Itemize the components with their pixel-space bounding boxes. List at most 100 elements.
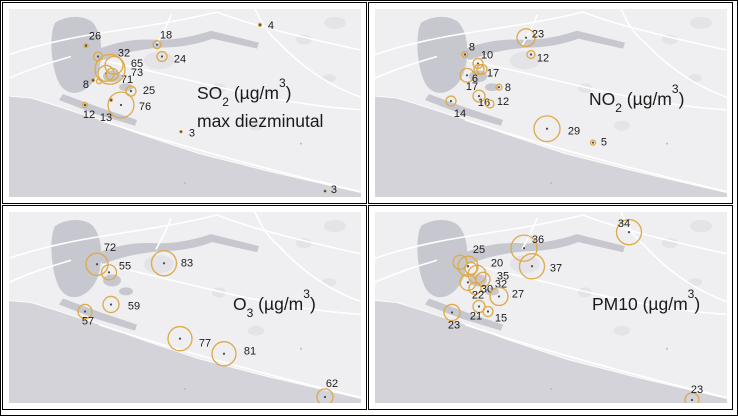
station-bubble bbox=[684, 392, 700, 403]
station-bubble bbox=[473, 63, 485, 75]
station-dot bbox=[524, 36, 528, 39]
station-bubble bbox=[482, 305, 494, 318]
pollutant-subscript: 2 bbox=[615, 101, 622, 116]
station-bubble bbox=[518, 253, 546, 280]
station-value-label: 62 bbox=[326, 378, 338, 390]
station-value-label: 35 bbox=[497, 270, 509, 282]
station-value-label: 30 bbox=[481, 283, 493, 295]
station-bubble bbox=[83, 42, 89, 49]
station-dot bbox=[530, 265, 534, 268]
station-value-label: 32 bbox=[118, 48, 130, 60]
station-bubble bbox=[472, 89, 486, 103]
station-value-label: 12 bbox=[537, 53, 549, 65]
station-value-label: 10 bbox=[481, 50, 493, 62]
panel-title-so2: SO2 (µg/m3) max diezminutal bbox=[197, 76, 323, 132]
unit-superscript: 3 bbox=[687, 287, 695, 301]
station-dot bbox=[529, 53, 533, 56]
station-bubble bbox=[489, 286, 509, 307]
station-bubble bbox=[90, 78, 96, 83]
station-value-label: 17 bbox=[466, 81, 478, 93]
pollutant-label: NO2 (µg/m3) bbox=[589, 82, 684, 116]
station-value-label: 59 bbox=[128, 300, 140, 312]
station-dot bbox=[155, 43, 159, 46]
panel-title-o3: O3 (µg/m3) bbox=[233, 287, 316, 321]
station-value-label: 73 bbox=[131, 67, 143, 79]
panel-no2: 23 8 10 12 17 6 17 8 16 12 14 29 5 NO2 (µg/m3) bbox=[368, 2, 733, 204]
map-no2: 23 8 10 12 17 6 17 8 16 12 14 29 5 NO2 (µg/m3) bbox=[375, 9, 727, 197]
station-bubble bbox=[468, 281, 482, 296]
station-value-label: 37 bbox=[550, 262, 562, 274]
station-bubble bbox=[107, 91, 135, 119]
station-dot bbox=[109, 98, 113, 102]
station-bubble bbox=[94, 53, 126, 85]
station-value-label: 3 bbox=[189, 128, 195, 140]
station-value-label: 27 bbox=[512, 288, 524, 300]
station-dot bbox=[162, 262, 166, 265]
unit-superscript: 3 bbox=[303, 287, 310, 301]
station-bubble bbox=[589, 139, 597, 146]
station-dot bbox=[323, 395, 327, 399]
station-bubble bbox=[443, 303, 461, 322]
station-value-label: 5 bbox=[601, 137, 607, 149]
station-dot bbox=[486, 310, 490, 313]
pollutant-label: O3 (µg/m3) bbox=[233, 287, 316, 321]
station-bubble bbox=[150, 250, 178, 277]
station-value-label: 23 bbox=[691, 384, 703, 396]
station-value-label: 65 bbox=[131, 58, 143, 70]
station-value-label: 22 bbox=[472, 289, 484, 301]
station-bubble bbox=[211, 341, 237, 367]
station-value-label: 77 bbox=[199, 338, 211, 350]
station-value-label: 81 bbox=[244, 346, 256, 358]
station-dot bbox=[160, 55, 164, 58]
station-value-label: 57 bbox=[82, 316, 94, 328]
station-dot bbox=[627, 230, 631, 234]
station-value-label: 6 bbox=[472, 73, 478, 85]
pollutant-name: PM10 bbox=[592, 293, 638, 314]
station-value-label: 16 bbox=[478, 97, 490, 109]
pollutant-name: SO bbox=[197, 82, 223, 103]
station-bubble bbox=[459, 67, 475, 83]
station-value-label: 34 bbox=[618, 218, 630, 230]
station-value-label: 25 bbox=[473, 244, 485, 256]
station-dot bbox=[497, 295, 501, 298]
station-value-label: 26 bbox=[89, 31, 101, 43]
station-dot bbox=[91, 79, 95, 82]
station-bubble bbox=[77, 303, 93, 320]
station-dot bbox=[465, 74, 469, 77]
unit-text: (µg/m bbox=[253, 293, 304, 314]
station-dot bbox=[450, 311, 454, 314]
unit-text: (µg/m bbox=[228, 82, 279, 103]
station-bubble bbox=[526, 49, 536, 60]
station-value-label: 8 bbox=[469, 42, 475, 54]
station-value-label: 12 bbox=[497, 96, 509, 108]
station-dot bbox=[178, 337, 182, 340]
station-dot bbox=[466, 281, 470, 284]
station-value-label: 3 bbox=[331, 184, 337, 196]
station-bubble bbox=[510, 234, 538, 262]
station-value-label: 71 bbox=[121, 74, 133, 86]
pollutant-name: NO bbox=[589, 88, 616, 109]
station-value-label: 24 bbox=[174, 53, 186, 65]
station-value-label: 20 bbox=[491, 257, 503, 269]
unit-close: ) bbox=[694, 293, 701, 314]
pollutant-subscript: 2 bbox=[222, 95, 229, 110]
station-value-label: 14 bbox=[454, 108, 466, 120]
station-bubble bbox=[461, 50, 469, 59]
station-bubble bbox=[105, 67, 119, 81]
station-dot bbox=[179, 130, 183, 133]
pollutant-label: SO2 (µg/m3) bbox=[197, 76, 323, 110]
station-dot bbox=[96, 55, 100, 58]
station-dot bbox=[477, 305, 481, 308]
station-bubble bbox=[108, 97, 114, 103]
unit-text: (µg/m bbox=[637, 293, 688, 314]
station-dot bbox=[222, 352, 226, 355]
station-dot bbox=[690, 398, 694, 402]
station-dot bbox=[95, 263, 99, 266]
panel-title-pm10: PM10 (µg/m3) bbox=[592, 287, 701, 321]
station-value-label: 36 bbox=[532, 234, 544, 246]
